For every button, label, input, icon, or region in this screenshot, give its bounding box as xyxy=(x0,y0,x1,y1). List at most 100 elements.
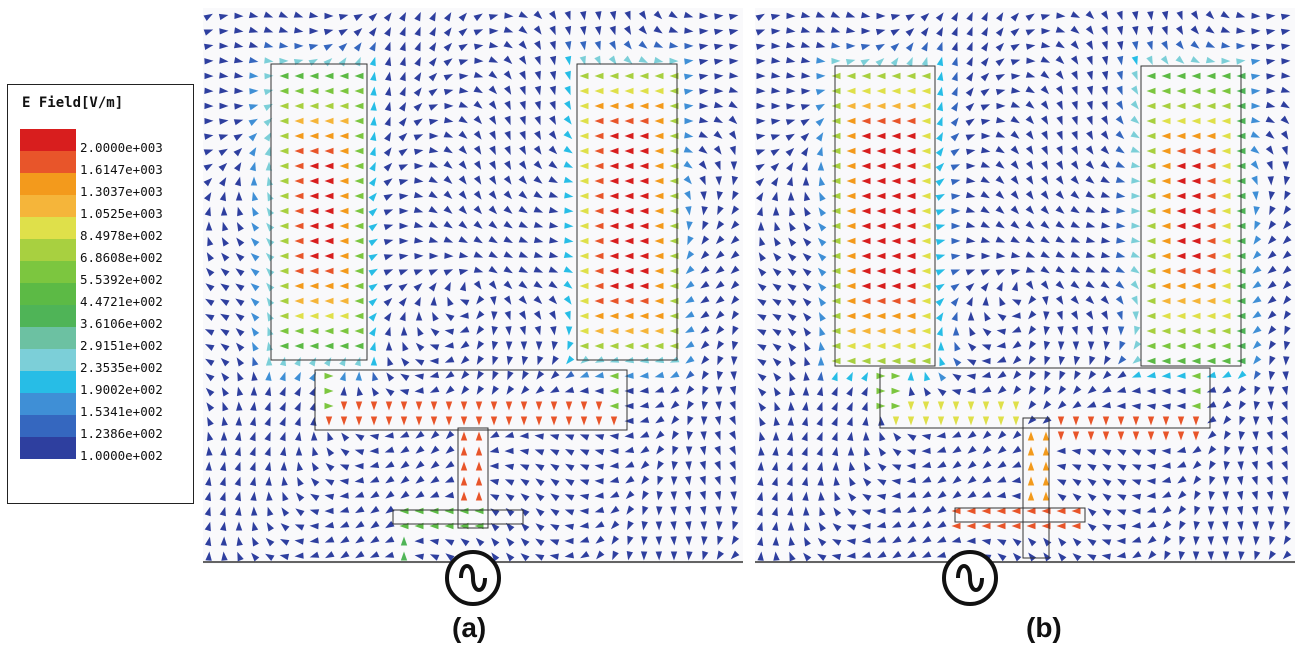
field-vector xyxy=(1280,13,1291,20)
field-vector xyxy=(310,477,320,487)
field-vector xyxy=(624,132,634,140)
field-vector xyxy=(204,329,215,336)
field-vector xyxy=(1130,131,1140,139)
field-vector xyxy=(206,267,215,277)
field-vector xyxy=(353,28,363,37)
field-vector xyxy=(624,417,634,425)
field-vector xyxy=(626,551,633,561)
field-vector xyxy=(951,86,958,97)
field-vector xyxy=(831,177,841,185)
field-vector xyxy=(1119,340,1126,351)
field-vector xyxy=(639,87,649,95)
field-vector xyxy=(1131,493,1142,500)
field-vector xyxy=(458,12,467,22)
field-vector xyxy=(1025,280,1034,290)
field-vector xyxy=(1087,385,1097,394)
field-vector xyxy=(772,446,779,456)
field-vector xyxy=(639,297,649,305)
field-vector xyxy=(233,133,243,141)
field-vector xyxy=(354,237,364,245)
field-vector xyxy=(1191,372,1201,380)
field-vector xyxy=(1043,552,1052,562)
field-vector xyxy=(1132,41,1139,51)
field-vector xyxy=(1147,11,1154,21)
field-vector xyxy=(594,492,604,499)
field-vector xyxy=(565,370,575,379)
field-vector xyxy=(995,58,1005,67)
field-vector xyxy=(609,491,620,498)
field-vector xyxy=(846,357,856,365)
field-vector xyxy=(609,87,619,95)
field-vector xyxy=(846,252,856,260)
field-vector xyxy=(1101,10,1109,20)
field-vector xyxy=(263,103,273,111)
field-vector xyxy=(308,58,318,66)
field-vector xyxy=(937,520,947,529)
field-vector xyxy=(353,42,362,52)
field-vector xyxy=(879,431,886,442)
field-vector xyxy=(414,553,424,560)
field-vector xyxy=(685,536,692,546)
field-vector xyxy=(906,297,916,305)
field-vector xyxy=(354,147,364,155)
field-vector xyxy=(803,552,812,562)
field-vector xyxy=(772,357,782,367)
field-vector xyxy=(906,282,916,290)
field-vector xyxy=(369,56,376,67)
field-vector xyxy=(594,252,604,260)
field-vector xyxy=(1056,522,1066,530)
field-vector xyxy=(1160,55,1169,65)
field-vector xyxy=(1057,493,1067,502)
field-vector xyxy=(701,235,710,245)
field-vector xyxy=(1116,509,1127,516)
field-vector xyxy=(1012,445,1022,454)
field-vector xyxy=(846,192,856,200)
field-vector xyxy=(1100,145,1110,155)
field-vector xyxy=(685,461,692,471)
field-vector xyxy=(339,252,349,260)
field-vector xyxy=(876,312,886,320)
field-vector xyxy=(220,328,230,337)
field-vector xyxy=(564,237,574,244)
field-vector xyxy=(550,370,560,380)
field-vector xyxy=(1012,416,1020,426)
field-vector xyxy=(716,521,723,531)
field-vector xyxy=(279,327,289,335)
field-vector xyxy=(1222,536,1229,546)
field-vector xyxy=(1176,162,1186,170)
field-vector xyxy=(923,387,932,397)
field-vector xyxy=(1146,222,1156,230)
field-vector xyxy=(518,295,527,305)
field-vector xyxy=(249,461,256,472)
field-vector xyxy=(981,147,991,154)
field-vector xyxy=(669,267,679,275)
field-vector xyxy=(1281,445,1288,456)
field-vector xyxy=(234,446,241,457)
field-vector xyxy=(1100,191,1111,198)
field-vector xyxy=(996,328,1006,335)
field-vector xyxy=(1116,402,1126,410)
field-vector xyxy=(876,297,886,305)
field-vector xyxy=(922,505,932,514)
field-vector xyxy=(771,506,778,517)
field-vector xyxy=(1130,100,1139,110)
field-vector xyxy=(594,449,605,456)
field-vector xyxy=(654,162,664,170)
field-vector xyxy=(1176,372,1186,379)
field-vector xyxy=(579,72,589,80)
field-vector xyxy=(384,27,391,37)
field-vector xyxy=(1281,475,1288,486)
field-vector xyxy=(1236,58,1246,65)
field-vector xyxy=(906,147,916,155)
field-vector xyxy=(876,372,886,380)
field-vector xyxy=(1191,72,1201,80)
field-vector xyxy=(222,221,229,232)
field-vector xyxy=(249,161,256,172)
field-vector xyxy=(354,102,364,110)
field-vector xyxy=(921,342,931,350)
field-vector xyxy=(370,116,377,126)
field-vector xyxy=(279,431,286,442)
field-vector xyxy=(653,10,663,20)
field-vector xyxy=(669,327,679,335)
field-vector xyxy=(491,326,498,336)
